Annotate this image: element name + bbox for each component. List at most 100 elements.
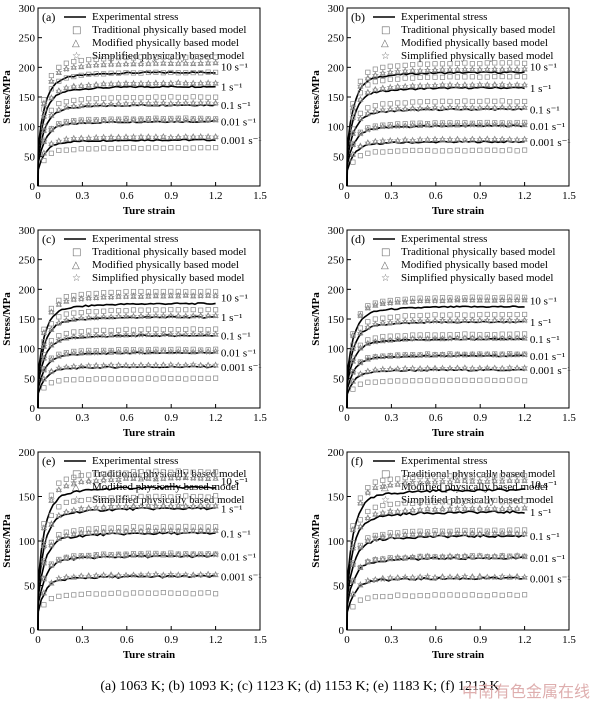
simplified-marker — [483, 104, 491, 111]
traditional-marker — [357, 597, 363, 603]
x-tick-label: 1.5 — [253, 190, 267, 202]
modified-marker — [387, 555, 394, 562]
simplified-marker — [115, 571, 122, 579]
simplified-marker — [491, 334, 499, 342]
traditional-marker — [116, 70, 122, 76]
strain-rate-label: 0.01 s⁻¹ — [530, 121, 565, 133]
traditional-marker — [190, 94, 196, 100]
traditional-marker — [108, 55, 114, 61]
traditional-marker — [160, 116, 166, 122]
simplified-marker — [77, 349, 85, 356]
traditional-marker — [387, 63, 393, 69]
simplified-marker — [115, 552, 122, 559]
modified-marker — [491, 351, 498, 358]
y-tick-label: 0 — [339, 625, 345, 637]
modified-marker — [476, 104, 483, 111]
traditional-marker — [213, 326, 219, 332]
traditional-marker — [380, 593, 386, 600]
modified-marker — [387, 481, 394, 488]
simplified-marker — [476, 135, 484, 143]
traditional-marker — [205, 54, 211, 60]
traditional-marker — [402, 296, 408, 302]
simplified-marker — [386, 365, 394, 373]
simplified-marker — [197, 79, 205, 87]
simplified-marker — [115, 312, 122, 320]
simplified-marker — [77, 362, 85, 370]
experimental-curve — [346, 124, 525, 187]
modified-marker — [100, 80, 107, 87]
traditional-marker — [387, 101, 393, 107]
simplified-marker — [115, 292, 123, 300]
traditional-marker — [63, 529, 69, 535]
simplified-marker — [145, 551, 152, 558]
traditional-marker — [507, 147, 513, 153]
traditional-marker — [447, 61, 453, 67]
simplified-marker — [431, 66, 439, 74]
traditional-marker — [402, 378, 408, 384]
traditional-marker — [462, 592, 468, 598]
simplified-marker — [40, 149, 48, 156]
legend-label: Experimental stress — [401, 455, 487, 467]
simplified-marker — [424, 104, 432, 112]
modified-marker — [160, 330, 167, 337]
simplified-marker — [498, 65, 506, 73]
y-tick-label: 200 — [328, 447, 345, 459]
simplified-marker — [498, 80, 506, 88]
modified-marker — [93, 134, 100, 140]
modified-marker — [439, 504, 446, 511]
simplified-marker — [40, 354, 48, 362]
simplified-marker — [92, 349, 100, 356]
traditional-marker — [462, 553, 468, 560]
traditional-marker — [417, 378, 423, 384]
simplified-marker — [394, 574, 402, 582]
modified-marker — [48, 561, 55, 568]
strain-rate-label: 0.1 s⁻¹ — [530, 334, 560, 346]
x-tick-label: 0.9 — [164, 412, 178, 424]
modified-marker — [115, 527, 122, 534]
simplified-marker — [506, 104, 514, 111]
traditional-marker — [462, 120, 468, 126]
simplified-marker — [349, 357, 357, 364]
simplified-marker — [107, 502, 115, 510]
traditional-marker — [108, 376, 114, 382]
simplified-marker — [107, 572, 115, 579]
modified-marker — [379, 353, 386, 360]
simplified-marker — [506, 529, 514, 536]
traditional-marker — [432, 295, 438, 301]
simplified-marker — [506, 504, 514, 512]
simplified-marker — [371, 338, 379, 345]
simplified-marker — [483, 350, 491, 358]
simplified-marker — [197, 347, 205, 355]
simplified-marker — [349, 526, 357, 533]
modified-marker — [122, 313, 130, 319]
traditional-marker — [477, 377, 483, 383]
simplified-marker — [204, 79, 212, 86]
simplified-marker — [62, 531, 70, 539]
simplified-marker — [476, 477, 484, 484]
simplified-marker — [386, 507, 394, 514]
modified-marker — [372, 321, 379, 327]
traditional-marker — [160, 494, 166, 500]
modified-marker — [476, 334, 483, 341]
modified-marker — [152, 361, 159, 368]
legend-label: Simplified physically based model — [401, 494, 553, 506]
traditional-marker — [484, 593, 490, 599]
modified-marker — [506, 296, 513, 303]
traditional-marker — [365, 319, 371, 325]
traditional-marker — [168, 94, 174, 100]
x-tick-label: 0 — [344, 412, 350, 424]
simplified-marker — [468, 334, 476, 342]
modified-marker — [205, 570, 212, 577]
legend-label: Modified physically based model — [401, 259, 548, 271]
simplified-marker — [476, 65, 484, 73]
traditional-marker — [93, 96, 99, 102]
modified-marker — [499, 334, 506, 341]
traditional-marker — [41, 326, 47, 332]
traditional-marker — [387, 593, 393, 600]
traditional-marker — [116, 308, 122, 314]
traditional-marker — [145, 145, 151, 151]
modified-marker — [212, 361, 219, 368]
traditional-marker — [462, 377, 468, 383]
simplified-marker — [349, 345, 357, 352]
y-tick-label: 200 — [19, 62, 36, 74]
